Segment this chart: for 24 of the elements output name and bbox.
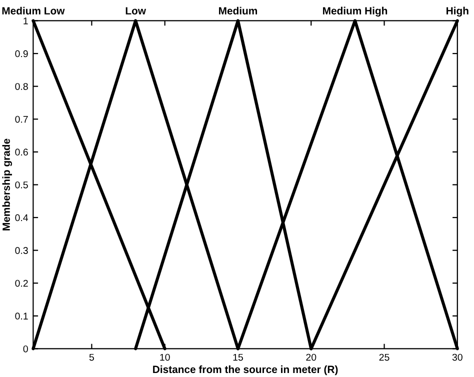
annotation: Low [126,7,146,15]
y-tick-label: 0.1 [15,312,28,320]
annotation: Medium Low [2,6,65,15]
y-tick-label: 0 [23,345,28,352]
x-tick-label: 25 [379,354,390,361]
y-tick-label: 0.8 [15,83,28,90]
annotation: High [446,6,468,17]
annotation: Medium [219,6,258,15]
y-tick-label: 1 [24,18,28,24]
x-tick-label: 15 [233,354,243,361]
y-tick-label: 0.2 [15,280,28,287]
y-axis-title: Membership grade [2,138,12,230]
y-tick-label: 0.9 [15,50,28,58]
x-axis-title: Distance from the source in meter (R) [153,365,338,376]
x-tick-label: 20 [306,354,316,361]
y-tick-label: 0.4 [15,214,28,222]
y-tick-label: 0.6 [15,148,28,156]
y-tick-label: 0.3 [15,247,28,254]
annotation: Medium High [323,6,388,17]
x-tick-label: 30 [452,354,462,361]
y-tick-label: 0.5 [15,181,28,188]
x-tick-label: 10 [160,354,170,361]
y-tick-label: 0.7 [15,116,28,123]
x-tick-label: 5 [89,354,94,361]
